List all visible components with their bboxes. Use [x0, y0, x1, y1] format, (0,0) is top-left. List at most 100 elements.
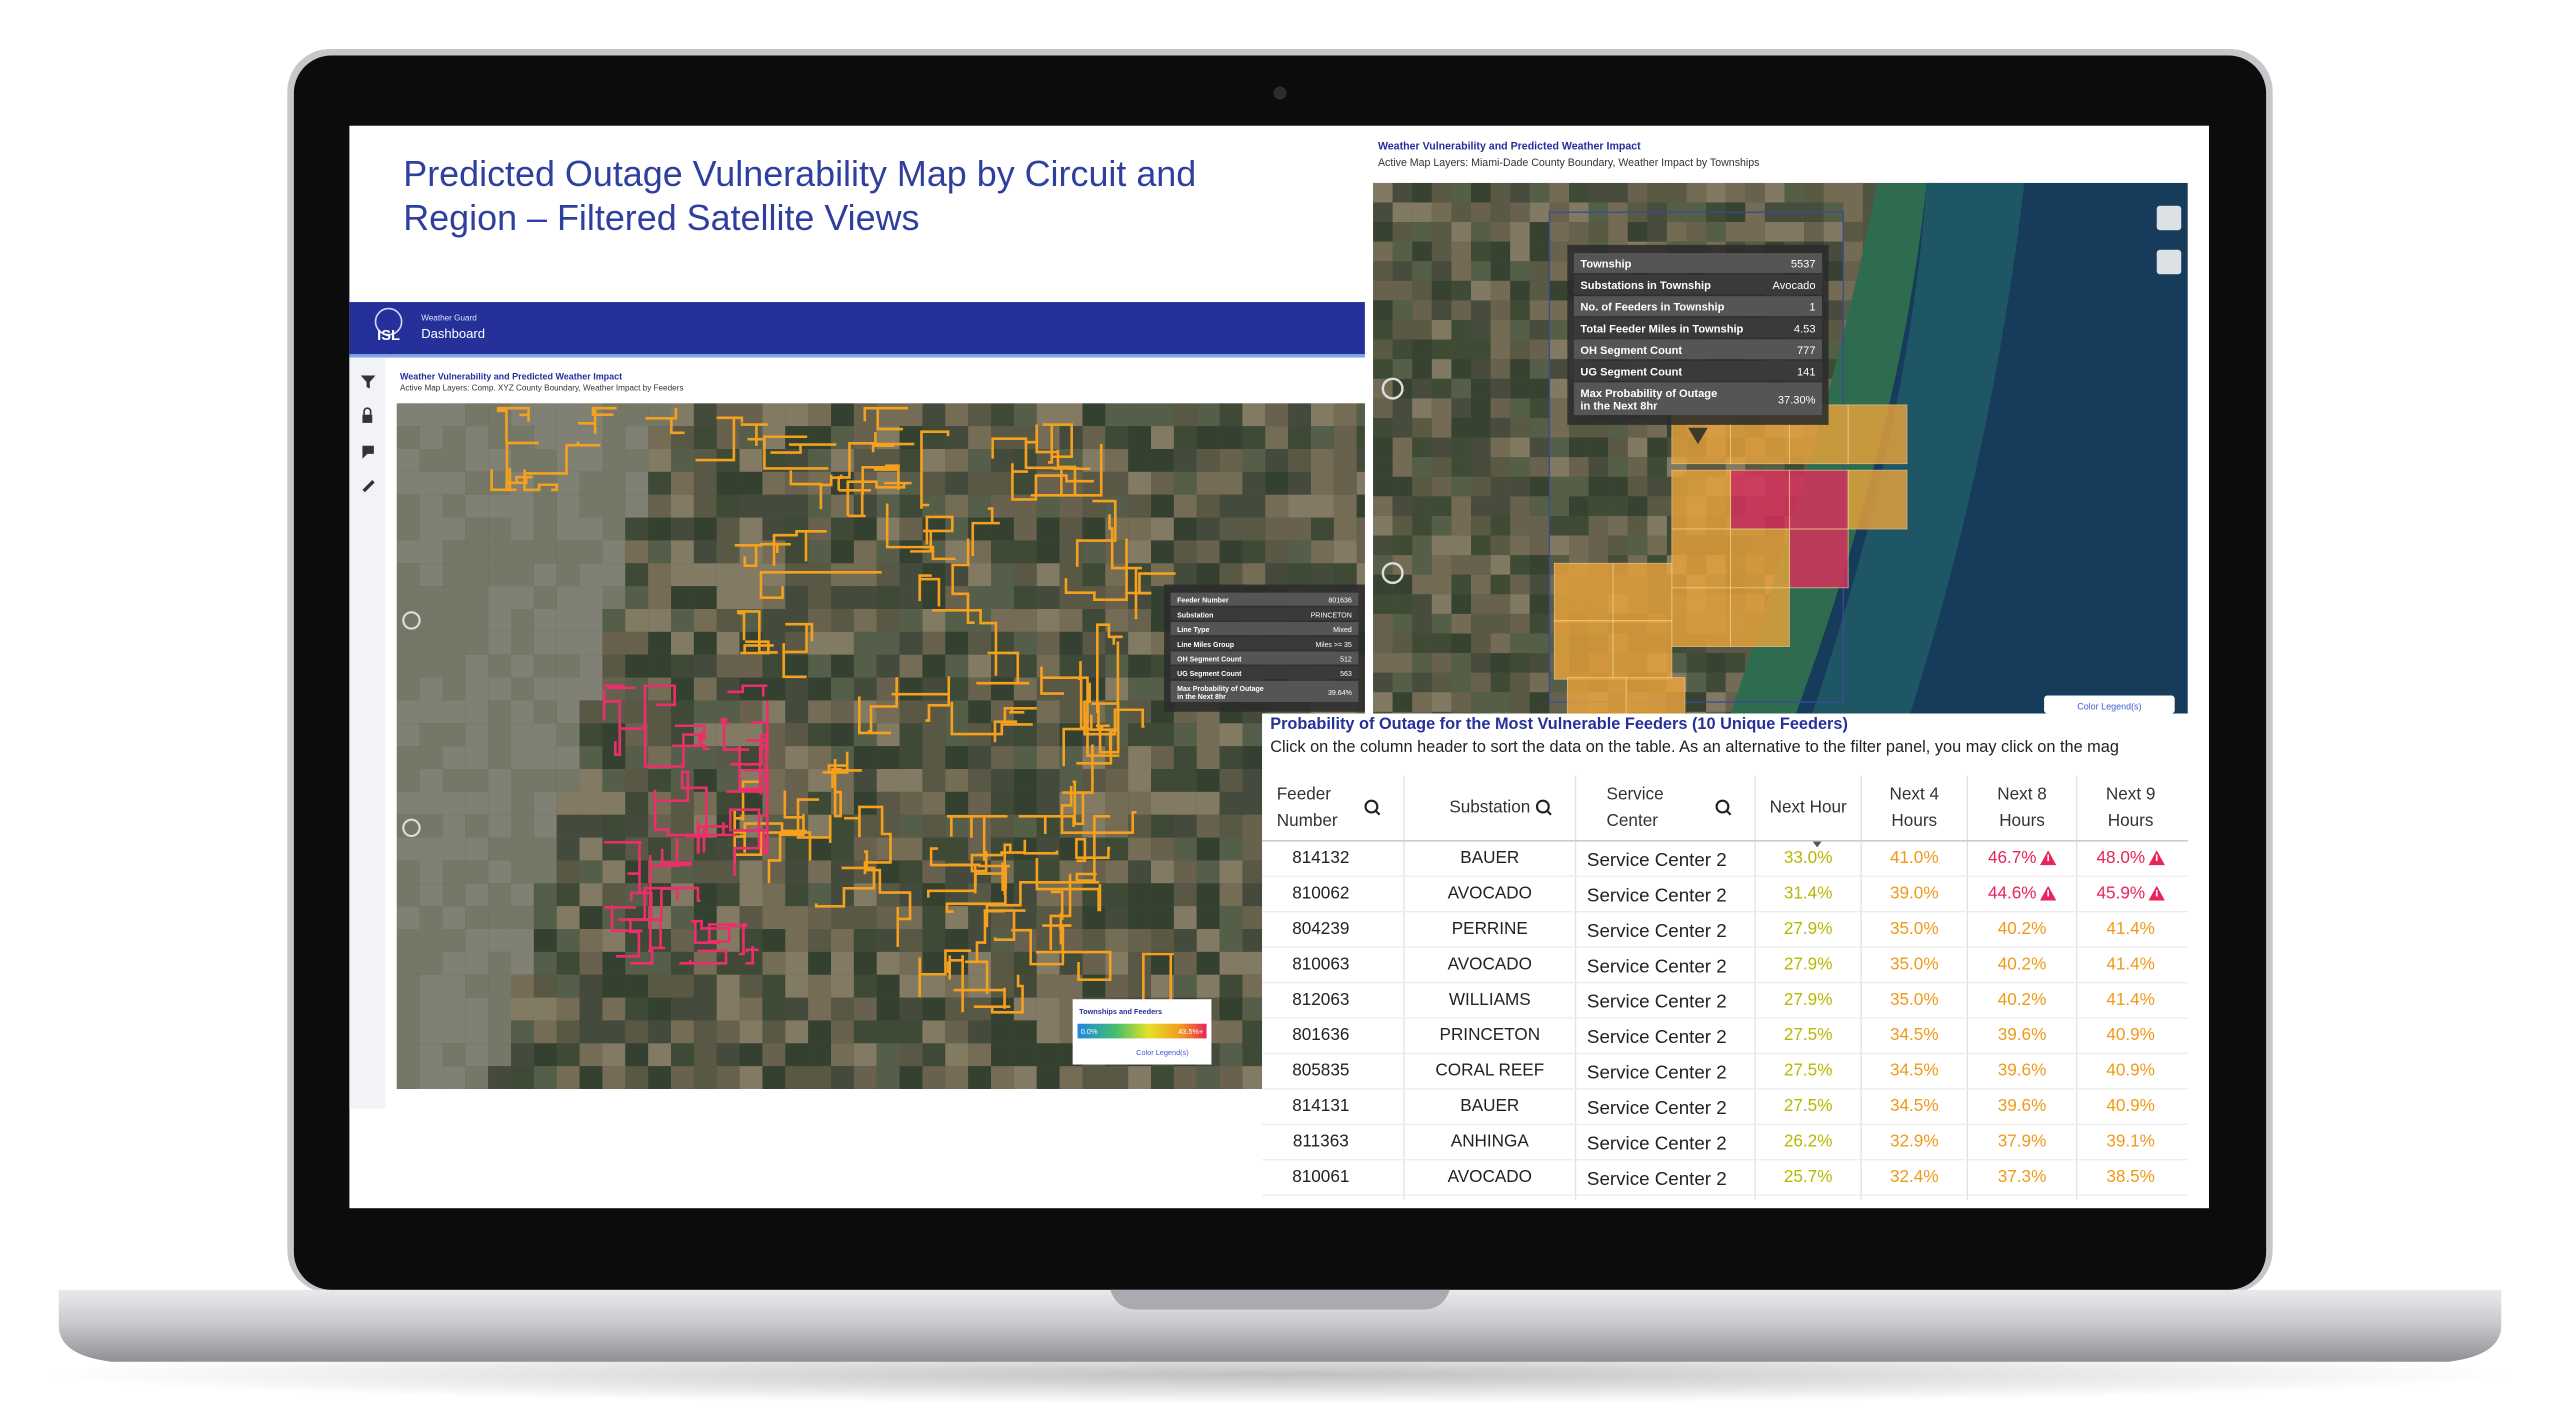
map-parcel — [991, 700, 1014, 724]
map-parcel — [511, 426, 534, 449]
map-parcel — [1686, 711, 1707, 714]
map-parcel — [1431, 515, 1452, 536]
map-parcel — [899, 769, 923, 792]
map-parcel — [922, 403, 946, 427]
map-parcel — [808, 997, 832, 1021]
column-header[interactable]: Next Hour — [1770, 797, 1847, 817]
map-parcel — [1288, 448, 1312, 472]
probability-cell: 34.5% — [1890, 1095, 1939, 1115]
map-parcel — [488, 448, 512, 472]
map-parcel — [465, 814, 489, 838]
legend-button-box[interactable] — [2044, 695, 2175, 714]
map-parcel — [1490, 535, 1511, 556]
tooltip-label: No. of Feeders in Township — [1580, 302, 1724, 314]
column-header[interactable]: Next 9 — [2106, 784, 2155, 804]
map-parcel — [556, 791, 580, 815]
map-parcel — [1219, 997, 1243, 1021]
map-parcel — [556, 929, 580, 952]
map-parcel — [1219, 837, 1243, 861]
map-parcel — [671, 1066, 694, 1090]
column-header[interactable]: Hours — [2108, 810, 2154, 830]
column-header[interactable]: Service — [1607, 784, 1664, 804]
map-parcel — [876, 997, 900, 1021]
map-parcel — [1549, 417, 1569, 438]
search-icon[interactable] — [1715, 799, 1730, 814]
map-parcel — [1151, 814, 1174, 838]
table-cell: Service Center 2 — [1587, 1168, 1727, 1189]
map-parcel — [1219, 791, 1243, 815]
map-parcel — [579, 426, 603, 449]
legend-button[interactable]: Color Legend(s) — [1136, 1048, 1189, 1057]
map-parcel — [1471, 437, 1491, 458]
edit-icon[interactable] — [362, 480, 375, 493]
table-cell: AVOCADO — [1448, 883, 1532, 903]
map-parcel — [1265, 563, 1289, 587]
feeder-line — [1011, 463, 1094, 501]
map-parcel — [762, 1066, 786, 1090]
feeder-line — [910, 515, 954, 553]
bookmark-icon[interactable] — [362, 445, 374, 459]
app-header-rule — [349, 354, 1365, 358]
map-parcel — [1510, 417, 1530, 438]
map-parcel — [465, 563, 489, 587]
zoom-icon[interactable] — [1381, 377, 1404, 400]
column-header[interactable]: Center — [1607, 810, 1659, 830]
map-parcel — [762, 929, 786, 952]
map-parcel — [1196, 746, 1220, 770]
map-parcel — [1392, 555, 1413, 575]
filter-icon[interactable] — [360, 375, 376, 389]
map-parcel — [1173, 974, 1197, 998]
map-parcel — [1311, 563, 1334, 587]
map-parcel — [739, 974, 763, 998]
column-header[interactable]: Number — [1277, 810, 1338, 830]
map-parcel — [442, 769, 466, 792]
column-header[interactable]: Next 8 — [1997, 784, 2046, 804]
map-parcel — [831, 609, 854, 632]
zoom-icon[interactable] — [402, 818, 421, 838]
search-icon[interactable] — [1535, 799, 1550, 814]
search-icon[interactable] — [1364, 799, 1379, 814]
legend-button[interactable]: Color Legend(s) — [2077, 701, 2141, 711]
map-parcel — [1568, 222, 1589, 242]
map-parcel — [831, 586, 854, 610]
map-parcel — [556, 1043, 580, 1067]
map-parcel — [648, 906, 672, 930]
map-parcel — [1549, 496, 1569, 516]
column-header[interactable]: Substation — [1449, 797, 1530, 817]
map-parcel — [716, 563, 740, 587]
map-parcel — [602, 654, 626, 678]
map-parcel — [419, 563, 443, 587]
probability-cell: 37.9% — [1998, 1131, 2047, 1151]
table-cell: Service Center 2 — [1587, 849, 1727, 870]
map-parcel — [648, 1066, 672, 1090]
column-header[interactable]: Hours — [1999, 810, 2045, 830]
map-parcel — [1529, 417, 1550, 438]
cloud-button[interactable] — [2156, 249, 2182, 275]
map-parcel — [488, 883, 512, 907]
map-parcel — [1471, 653, 1491, 673]
feeder-line — [971, 507, 1000, 557]
probability-cell: 40.2% — [1998, 953, 2047, 973]
zoom-icon[interactable] — [402, 611, 421, 630]
column-header[interactable]: Hours — [1891, 810, 1937, 830]
map-parcel — [1013, 1020, 1037, 1044]
logo: ISL — [377, 328, 400, 344]
map-parcel — [853, 974, 877, 998]
lock-icon[interactable] — [362, 414, 373, 423]
column-header[interactable]: Next 4 — [1890, 784, 1940, 804]
alert-icon-mark — [2155, 854, 2158, 862]
map-parcel — [968, 951, 992, 975]
list-button[interactable] — [2156, 205, 2182, 231]
map-parcel — [465, 906, 489, 930]
tooltip-row — [1170, 622, 1359, 636]
feeder-line — [1062, 744, 1094, 826]
township-cell — [1671, 528, 1732, 589]
map-parcel — [488, 814, 512, 838]
map-parcel — [853, 929, 877, 952]
column-header[interactable]: Feeder — [1277, 784, 1332, 804]
map-parcel — [1451, 457, 1472, 477]
map-parcel — [853, 631, 877, 655]
map-parcel — [511, 723, 534, 747]
map-parcel — [1036, 1043, 1060, 1067]
zoom-icon[interactable] — [1381, 562, 1404, 585]
